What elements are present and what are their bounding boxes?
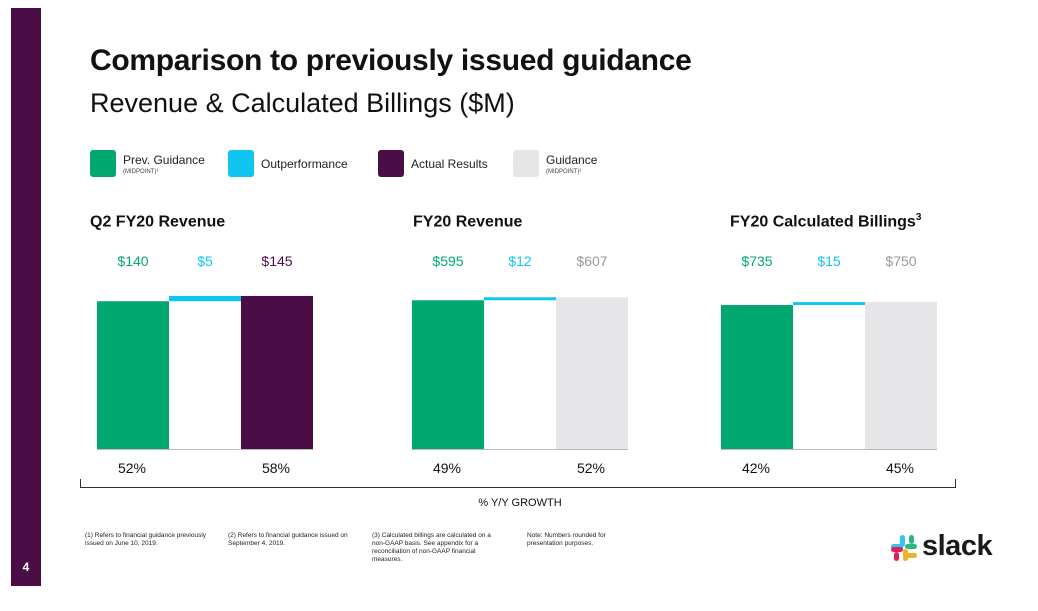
value-label-1-1: $12 <box>508 253 532 269</box>
bar-1-outperformance <box>484 297 556 301</box>
slide-title: Comparison to previously issued guidance <box>90 44 692 77</box>
bar-1-guidance <box>556 297 628 449</box>
growth-bracket <box>80 479 956 488</box>
growth-label-0-1: 58% <box>261 460 291 476</box>
growth-bracket-label: % Y/Y GROWTH <box>478 497 562 509</box>
legend-label-actual-results: Actual Results <box>411 157 488 171</box>
legend-swatch-outperformance <box>228 150 254 177</box>
bar-0-actual-results <box>241 295 313 449</box>
value-label-0-2: $145 <box>261 253 293 269</box>
growth-label-2-0: 42% <box>741 460 771 476</box>
value-label-0-1: $5 <box>197 253 213 269</box>
legend-swatch-guidance <box>513 150 539 177</box>
growth-label-0-0: 52% <box>117 460 147 476</box>
footnote-3: (3) Calculated billings are calculated o… <box>372 532 491 563</box>
bar-1-prev-guidance <box>412 300 484 449</box>
value-label-1-2: $607 <box>576 253 608 269</box>
legend-label-outperformance: Outperformance <box>261 157 348 171</box>
legend-swatch-actual-results <box>378 150 404 177</box>
page-number: 4 <box>22 560 30 574</box>
legend-sub-guidance: (MIDPOINT)² <box>546 169 582 175</box>
slack-logo-text: slack <box>922 530 993 562</box>
legend-label-guidance: Guidance (MIDPOINT)² <box>546 153 598 175</box>
bar-0-outperformance <box>169 295 241 302</box>
value-label-1-0: $595 <box>432 253 464 269</box>
footnote-note: Note: Numbers rounded for presentation p… <box>527 532 606 547</box>
bar-2-outperformance <box>793 302 865 306</box>
footnote-2: (2) Refers to financial guidance issued … <box>228 532 348 547</box>
footnote-1: (1) Refers to financial guidance previou… <box>85 532 207 547</box>
legend-swatch-prev-guidance <box>90 150 116 177</box>
value-label-2-0: $735 <box>741 253 773 269</box>
value-label-2-2: $750 <box>885 253 917 269</box>
chart-title-fy20-revenue: FY20 Revenue <box>413 213 523 231</box>
bar-2-prev-guidance <box>721 305 793 449</box>
bar-0-prev-guidance <box>97 301 169 449</box>
legend-label-prev-guidance: Prev. Guidance (MIDPOINT)¹ <box>123 153 205 175</box>
chart-title-fy20-billings: FY20 Calculated Billings3 <box>730 212 922 231</box>
chart-title-q2-revenue: Q2 FY20 Revenue <box>90 213 226 231</box>
growth-label-2-1: 45% <box>885 460 915 476</box>
legend-sub-prev-guidance: (MIDPOINT)¹ <box>123 169 159 175</box>
value-label-0-0: $140 <box>117 253 149 269</box>
value-label-2-1: $15 <box>817 253 841 269</box>
slack-logo-icon <box>891 535 917 561</box>
bar-2-guidance <box>865 302 937 449</box>
sidebar-accent-bar <box>11 8 41 586</box>
growth-label-1-0: 49% <box>432 460 462 476</box>
growth-label-1-1: 52% <box>576 460 606 476</box>
slack-logo: slack <box>890 530 1005 564</box>
slide-subtitle: Revenue & Calculated Billings ($M) <box>90 88 515 118</box>
